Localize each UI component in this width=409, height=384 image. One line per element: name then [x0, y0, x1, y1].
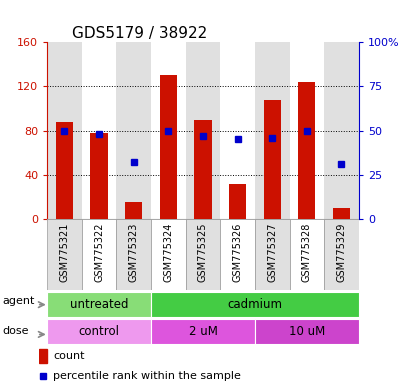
Bar — [185, 42, 220, 219]
Bar — [116, 219, 151, 290]
Bar — [90, 133, 108, 219]
Bar — [185, 219, 220, 290]
Bar — [254, 219, 289, 290]
Bar — [254, 42, 289, 219]
Bar — [125, 202, 142, 219]
Text: agent: agent — [2, 296, 35, 306]
Bar — [254, 319, 358, 344]
Bar — [297, 82, 315, 219]
Text: GSM775327: GSM775327 — [267, 222, 276, 282]
Text: control: control — [79, 325, 119, 338]
Bar — [220, 42, 254, 219]
Bar — [228, 184, 246, 219]
Bar — [289, 42, 324, 219]
Bar — [151, 319, 254, 344]
Bar — [159, 75, 177, 219]
Bar — [324, 42, 358, 219]
Text: GSM775326: GSM775326 — [232, 222, 242, 282]
Bar — [81, 42, 116, 219]
Bar — [81, 219, 116, 290]
Bar — [151, 219, 185, 290]
Text: GSM775323: GSM775323 — [128, 222, 138, 282]
Text: GSM775328: GSM775328 — [301, 222, 311, 282]
Text: GSM775324: GSM775324 — [163, 222, 173, 282]
Text: GSM775329: GSM775329 — [336, 222, 346, 282]
Bar — [56, 122, 73, 219]
Bar — [263, 100, 280, 219]
Bar — [47, 219, 81, 290]
Bar — [39, 349, 47, 363]
Bar — [289, 219, 324, 290]
Bar — [194, 119, 211, 219]
Text: GSM775325: GSM775325 — [198, 222, 207, 282]
Text: untreated: untreated — [70, 298, 128, 311]
Bar — [47, 319, 151, 344]
Text: count: count — [53, 351, 85, 361]
Bar — [47, 42, 81, 219]
Text: 2 uM: 2 uM — [188, 325, 217, 338]
Text: percentile rank within the sample: percentile rank within the sample — [53, 371, 240, 381]
Bar — [324, 219, 358, 290]
Bar — [47, 292, 151, 317]
Bar — [116, 42, 151, 219]
Bar — [220, 219, 254, 290]
Text: cadmium: cadmium — [227, 298, 282, 311]
Text: GSM775322: GSM775322 — [94, 222, 104, 282]
Bar — [332, 208, 349, 219]
Bar — [151, 292, 358, 317]
Text: dose: dose — [2, 326, 29, 336]
Text: GSM775321: GSM775321 — [59, 222, 69, 282]
Text: GDS5179 / 38922: GDS5179 / 38922 — [72, 26, 207, 41]
Bar — [151, 42, 185, 219]
Text: 10 uM: 10 uM — [288, 325, 324, 338]
